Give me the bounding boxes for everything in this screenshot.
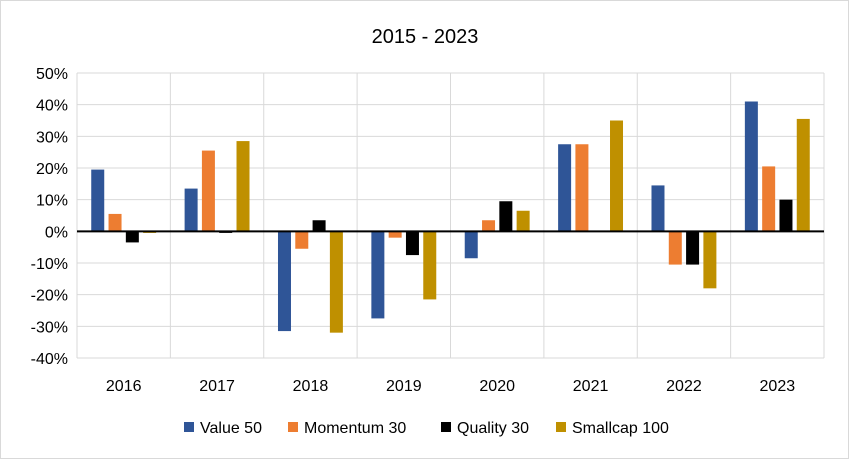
legend-label-smallcap-100: Smallcap 100 [572, 420, 669, 437]
bar-quality-30-2018 [312, 220, 326, 232]
bar-quality-30-2020 [499, 201, 513, 232]
x-tick-label: 2022 [666, 378, 702, 395]
x-tick-label: 2023 [760, 378, 796, 395]
legend-swatch-quality-30 [441, 422, 451, 432]
bar-smallcap-100-2019 [423, 231, 437, 300]
bar-smallcap-100-2023 [796, 118, 810, 232]
bar-momentum-30-2016 [108, 213, 122, 232]
y-tick-label: 40% [36, 98, 68, 115]
legend: Value 50 Momentum 30 Quality 30 Smallcap 10… [184, 420, 669, 437]
bars [77, 101, 824, 333]
bar-smallcap-100-2021 [610, 120, 624, 232]
y-tick-label: -10% [31, 256, 68, 273]
bar-value-50-2022 [651, 185, 665, 232]
y-axis-ticks: -40% -30% -20% -10% 0% 10% 20% 30% 40% 50% [31, 66, 68, 368]
chart-title: 2015 - 2023 [372, 26, 479, 48]
y-tick-label: -30% [31, 319, 68, 336]
bar-value-50-2016 [91, 169, 105, 232]
bar-quality-30-2022 [686, 231, 700, 265]
legend-label-momentum-30: Momentum 30 [304, 420, 406, 437]
bar-smallcap-100-2020 [516, 210, 530, 232]
legend-swatch-smallcap-100 [556, 422, 566, 432]
bar-quality-30-2023 [779, 199, 793, 232]
x-tick-label: 2020 [479, 378, 515, 395]
y-tick-label: 30% [36, 129, 68, 146]
x-tick-label: 2021 [573, 378, 609, 395]
x-axis-ticks: 2016 2017 2018 2019 2020 2021 2022 2023 [106, 378, 795, 395]
bar-quality-30-2016 [125, 231, 139, 243]
legend-label-value-50: Value 50 [200, 420, 262, 437]
legend-swatch-momentum-30 [288, 422, 298, 432]
bar-smallcap-100-2022 [703, 231, 717, 289]
bar-smallcap-100-2018 [329, 231, 343, 333]
bar-momentum-30-2020 [482, 220, 496, 232]
bar-quality-30-2019 [405, 231, 419, 256]
bar-momentum-30-2018 [295, 231, 309, 249]
bar-momentum-30-2021 [575, 144, 589, 232]
legend-label-quality-30: Quality 30 [457, 420, 529, 437]
y-tick-label: 20% [36, 161, 68, 178]
y-tick-label: 10% [36, 193, 68, 210]
gridlines [76, 72, 825, 359]
bar-momentum-30-2019 [388, 231, 402, 238]
bar-smallcap-100-2017 [236, 141, 250, 232]
x-tick-label: 2016 [106, 378, 142, 395]
y-tick-label: 0% [45, 224, 68, 241]
bar-value-50-2019 [371, 231, 385, 319]
y-tick-label: 50% [36, 66, 68, 83]
bar-value-50-2017 [184, 188, 198, 232]
x-tick-label: 2017 [199, 378, 235, 395]
y-tick-label: -40% [31, 351, 68, 368]
bar-momentum-30-2022 [668, 231, 682, 265]
legend-swatch-value-50 [184, 422, 194, 432]
bar-value-50-2020 [464, 231, 478, 259]
bar-value-50-2018 [277, 231, 291, 332]
x-tick-label: 2018 [293, 378, 329, 395]
y-tick-label: -20% [31, 288, 68, 305]
bar-value-50-2021 [558, 144, 572, 232]
x-tick-label: 2019 [386, 378, 422, 395]
bar-momentum-30-2023 [762, 166, 776, 232]
bar-momentum-30-2017 [201, 150, 215, 232]
bar-value-50-2023 [744, 101, 758, 232]
